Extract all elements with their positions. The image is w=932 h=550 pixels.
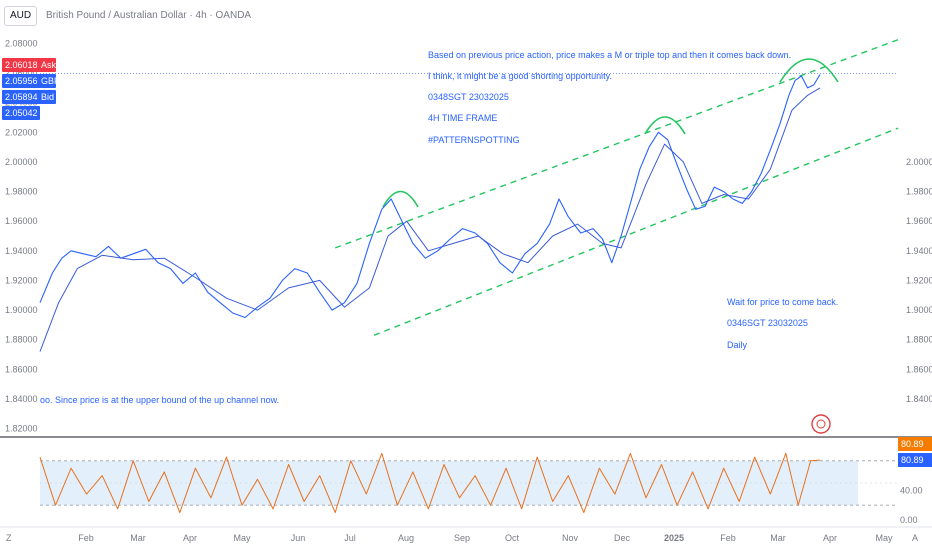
- symbol-search-button[interactable]: AUD: [4, 6, 38, 26]
- bid-price-label: 2.05894 Bid: [2, 90, 56, 104]
- y-tick-label: 1.96000: [5, 216, 38, 226]
- bid-price-label-value: 2.05894: [5, 92, 38, 102]
- x-tick-label: Sep: [454, 533, 470, 543]
- y-tick-label: 2.00000: [5, 157, 38, 167]
- indicator-tick-label: 40.00: [900, 485, 923, 495]
- y-tick-label-right: 1.92000: [906, 275, 932, 285]
- last-price-label-value: 2.05956: [5, 76, 38, 86]
- x-tick-label: Apr: [183, 533, 197, 543]
- annotation-right-line: Daily: [727, 340, 748, 350]
- indicator-value-text: 80.89: [901, 439, 924, 449]
- y-tick-label-right: 2.00000: [906, 157, 932, 167]
- y-tick-label: 1.90000: [5, 305, 38, 315]
- y-tick-label: 1.94000: [5, 246, 38, 256]
- auto-scale-glyph: A: [912, 533, 918, 543]
- y-tick-label: 1.92000: [5, 275, 38, 285]
- y-tick-label-right: 1.90000: [906, 305, 932, 315]
- ask-price-label-text: Ask: [41, 60, 57, 70]
- last-price-label-bg: [2, 74, 56, 88]
- y-tick-label-right: 1.88000: [906, 335, 932, 345]
- event-icon: [811, 414, 831, 434]
- event-icon-core: [816, 419, 826, 429]
- indicator-value-label: 80.89: [898, 437, 932, 451]
- y-tick-label-right: 1.84000: [906, 394, 932, 404]
- annotation-right-line: 0346SGT 23032025: [727, 318, 808, 328]
- x-tick-label: Dec: [614, 533, 631, 543]
- annotation-top-line: 4H TIME FRAME: [428, 113, 497, 123]
- x-tick-label: Apr: [823, 533, 837, 543]
- other-price-label-bg: [2, 106, 40, 120]
- x-tick-label: Mar: [130, 533, 146, 543]
- timezone-glyph: Z: [6, 533, 12, 543]
- event-icon-ring: [811, 414, 831, 434]
- other-price-label-value: 2.05042: [5, 108, 38, 118]
- channel-lower-line: [373, 127, 899, 336]
- annotation-top-line: I think, it might be a good shorting opp…: [428, 71, 612, 81]
- x-tick-label: 2025: [664, 533, 684, 543]
- other-price-label: 2.05042: [2, 106, 40, 120]
- indicator-value-bg: [898, 437, 932, 451]
- indicator-tick-label: 0.00: [900, 515, 918, 525]
- indicator-value-bg: [898, 453, 932, 467]
- y-tick-label: 2.08000: [5, 38, 38, 48]
- annotation-top-line: 0348SGT 23032025: [428, 92, 509, 102]
- top-pattern-arc: [382, 190, 419, 208]
- x-tick-label: Nov: [562, 533, 579, 543]
- y-tick-label: 1.82000: [5, 424, 38, 434]
- price-series-line: [39, 74, 821, 319]
- annotation-top-line: Based on previous price action, price ma…: [428, 50, 791, 60]
- x-tick-label: May: [233, 533, 251, 543]
- x-tick-label: Oct: [505, 533, 520, 543]
- y-tick-label: 2.02000: [5, 127, 38, 137]
- indicator-value-label: 80.89: [898, 453, 932, 467]
- indicator-value-text: 80.89: [901, 455, 924, 465]
- y-tick-label: 2.06000: [5, 68, 38, 78]
- moving-average-line: [39, 87, 821, 352]
- x-tick-label: Aug: [398, 533, 414, 543]
- bid-price-label-bg: [2, 90, 56, 104]
- y-tick-label-right: 1.96000: [906, 216, 932, 226]
- indicator-line: [39, 452, 821, 514]
- x-tick-label: May: [875, 533, 893, 543]
- last-price-label: 2.05956 GBPAUD: [2, 74, 79, 88]
- annotation-right-line: Wait for price to come back.: [727, 297, 838, 307]
- y-tick-label: 1.98000: [5, 187, 38, 197]
- top-pattern-arc: [779, 58, 839, 83]
- y-tick-label: 1.86000: [5, 364, 38, 374]
- chart-title: British Pound / Australian Dollar · 4h ·…: [46, 10, 252, 21]
- ask-price-label-value: 2.06018: [5, 60, 38, 70]
- y-tick-label-right: 1.98000: [906, 187, 932, 197]
- x-tick-label: Jun: [291, 533, 306, 543]
- x-tick-label: Feb: [720, 533, 736, 543]
- annotation-bottom-left: oo. Since price is at the upper bound of…: [40, 395, 279, 405]
- top-pattern-arc: [644, 116, 686, 135]
- bid-price-label-text: Bid: [41, 92, 54, 102]
- x-tick-label: Jul: [344, 533, 356, 543]
- ask-price-label-bg: [2, 58, 56, 72]
- x-tick-label: Feb: [78, 533, 94, 543]
- ask-price-label: 2.06018 Ask: [2, 58, 57, 72]
- chart-header: AUD British Pound / Australian Dollar · …: [0, 0, 932, 30]
- x-tick-label: Mar: [770, 533, 786, 543]
- last-price-label-text: GBPAUD: [41, 76, 79, 86]
- y-tick-label: 1.84000: [5, 394, 38, 404]
- annotation-top-line: #PATTERNSPOTTING: [428, 135, 520, 145]
- y-tick-label: 1.88000: [5, 335, 38, 345]
- channel-upper-line: [334, 39, 899, 249]
- y-tick-label-right: 1.94000: [906, 246, 932, 256]
- y-tick-label-right: 1.86000: [906, 364, 932, 374]
